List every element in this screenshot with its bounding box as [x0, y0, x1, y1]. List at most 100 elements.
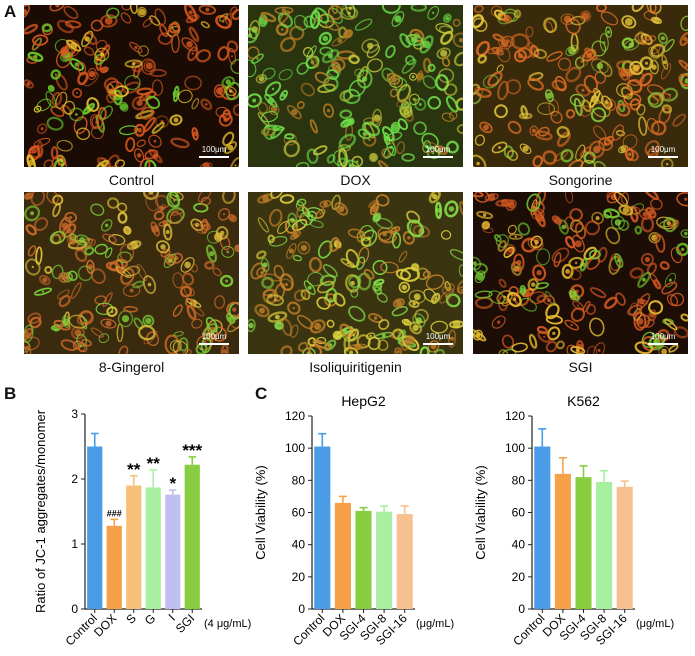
- cell-spot: [369, 334, 372, 338]
- cell-spot: [232, 307, 237, 312]
- cell: [123, 305, 138, 313]
- cell-spot: [563, 15, 572, 23]
- cell: [644, 318, 655, 328]
- cell-spot: [276, 323, 282, 328]
- cell: [389, 88, 399, 98]
- cell: [430, 320, 448, 334]
- cell: [648, 300, 664, 315]
- bar-sgi-4: [575, 477, 592, 609]
- cell: [445, 293, 461, 308]
- x-tick-label: G: [142, 611, 159, 628]
- cell: [181, 272, 195, 286]
- scale-bar-label: 100μm: [425, 332, 451, 341]
- cell-spot: [460, 288, 463, 292]
- cell-spot: [482, 213, 487, 217]
- cell: [286, 104, 302, 120]
- cell-spot: [624, 18, 633, 26]
- cell-spot: [102, 67, 107, 73]
- bar-s: [126, 485, 142, 609]
- cell-spot: [595, 216, 600, 221]
- cell: [35, 246, 43, 265]
- bar-control: [534, 446, 551, 609]
- cell: [513, 9, 522, 19]
- cell: [228, 213, 237, 223]
- cell: [542, 295, 555, 306]
- cell: [33, 137, 51, 147]
- cell-spot: [407, 337, 413, 343]
- bar-dox: [334, 502, 351, 609]
- cell: [279, 89, 288, 101]
- cell: [315, 208, 326, 219]
- cell: [118, 345, 129, 354]
- cell: [528, 42, 536, 58]
- cell: [319, 199, 332, 208]
- cell: [375, 217, 393, 230]
- cell: [72, 87, 83, 99]
- cell: [650, 198, 663, 210]
- cell-spot: [666, 163, 669, 166]
- caption-songorine: Songorine: [548, 172, 613, 188]
- cell: [251, 53, 264, 64]
- cell-spot: [208, 251, 215, 257]
- cell-spot: [165, 230, 170, 234]
- cell-spot: [394, 228, 397, 231]
- cell: [195, 49, 212, 63]
- cell-spot: [361, 76, 368, 82]
- cell: [473, 17, 488, 32]
- cell: [395, 268, 411, 281]
- cell: [103, 77, 119, 92]
- cell: [86, 97, 100, 112]
- cell: [159, 24, 169, 38]
- cell: [386, 72, 401, 85]
- cell: [616, 83, 633, 98]
- bar-control: [87, 446, 103, 609]
- cell: [598, 137, 614, 151]
- cell: [445, 95, 459, 113]
- cell: [648, 46, 660, 60]
- cell: [575, 83, 591, 97]
- cell: [455, 97, 463, 111]
- cell-spot: [314, 322, 322, 330]
- cell: [399, 105, 413, 118]
- cell: [195, 343, 208, 354]
- micrograph-control: 100μm: [24, 5, 239, 167]
- cell-spot: [138, 8, 146, 16]
- cell: [46, 192, 59, 204]
- cell: [661, 54, 669, 70]
- cell: [545, 340, 558, 353]
- cell: [296, 314, 314, 330]
- cell-spot: [173, 117, 179, 123]
- cell: [38, 274, 51, 286]
- cell: [296, 62, 310, 75]
- cell-spot: [534, 239, 539, 245]
- bar-dox: [106, 525, 122, 609]
- cell: [219, 234, 231, 251]
- cell-spot: [41, 290, 45, 293]
- cell-spot: [520, 288, 526, 293]
- scale-bar: 100μm: [197, 145, 231, 159]
- cell-spot: [202, 162, 210, 167]
- cell: [354, 18, 373, 31]
- cell-spot: [104, 17, 113, 25]
- cell: [224, 86, 237, 97]
- cell-spot: [300, 244, 308, 252]
- cell-spot: [290, 217, 295, 223]
- cell: [96, 159, 109, 167]
- cell-spot: [186, 41, 193, 48]
- cell: [280, 318, 293, 337]
- cell: [369, 152, 378, 162]
- cell: [270, 192, 284, 199]
- cell: [491, 315, 506, 329]
- cell: [382, 5, 401, 14]
- cell-spot: [31, 265, 34, 269]
- cell: [626, 79, 643, 94]
- cell: [510, 33, 530, 50]
- cell: [129, 41, 143, 54]
- cell: [356, 69, 373, 89]
- cell: [505, 79, 522, 95]
- cell-spot: [473, 261, 477, 266]
- cell-spot: [153, 139, 157, 143]
- cell: [638, 208, 652, 220]
- cell-spot: [368, 138, 371, 142]
- micrograph-image: [24, 5, 239, 167]
